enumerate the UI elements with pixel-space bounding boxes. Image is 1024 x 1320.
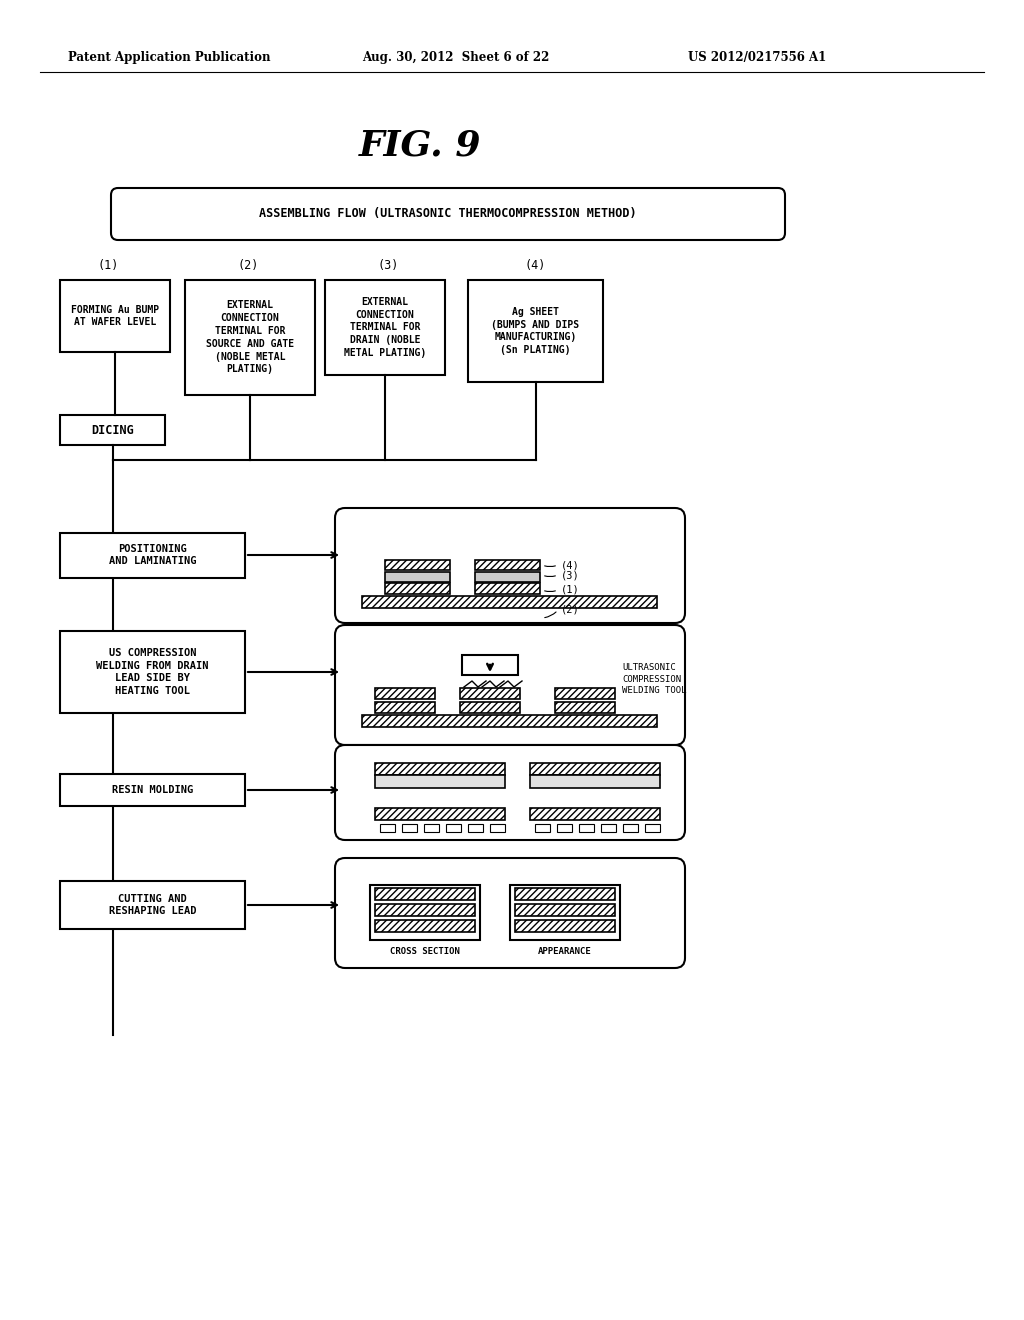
Bar <box>510 884 620 940</box>
Text: APPEARANCE: APPEARANCE <box>539 948 592 957</box>
Bar <box>601 824 616 832</box>
Bar <box>460 688 520 700</box>
Bar <box>530 775 660 788</box>
Bar <box>375 688 435 700</box>
FancyBboxPatch shape <box>335 744 685 840</box>
Text: CUTTING AND
RESHAPING LEAD: CUTTING AND RESHAPING LEAD <box>109 894 197 916</box>
Bar <box>385 572 450 582</box>
Bar <box>375 904 475 916</box>
Text: FIG. 9: FIG. 9 <box>358 128 481 162</box>
Text: ULTRASONIC
COMPRESSION
WELDING TOOL: ULTRASONIC COMPRESSION WELDING TOOL <box>622 664 686 694</box>
Bar <box>402 824 417 832</box>
Text: (2): (2) <box>561 605 580 615</box>
Bar <box>375 775 505 788</box>
Text: Patent Application Publication: Patent Application Publication <box>68 51 270 65</box>
Text: Ag SHEET
(BUMPS AND DIPS
MANUFACTURING)
(Sn PLATING): Ag SHEET (BUMPS AND DIPS MANUFACTURING) … <box>492 306 580 355</box>
Text: CROSS SECTION: CROSS SECTION <box>390 948 460 957</box>
Bar <box>375 888 475 900</box>
Text: US COMPRESSION
WELDING FROM DRAIN
LEAD SIDE BY
HEATING TOOL: US COMPRESSION WELDING FROM DRAIN LEAD S… <box>96 648 209 696</box>
Bar <box>623 824 638 832</box>
Bar <box>60 631 245 713</box>
Bar <box>60 880 245 929</box>
Bar <box>462 655 518 675</box>
Text: Aug. 30, 2012  Sheet 6 of 22: Aug. 30, 2012 Sheet 6 of 22 <box>362 51 549 65</box>
Text: US 2012/0217556 A1: US 2012/0217556 A1 <box>688 51 826 65</box>
Bar <box>475 560 540 570</box>
Text: (3): (3) <box>377 259 398 272</box>
Bar <box>579 824 594 832</box>
Bar <box>530 808 660 820</box>
Bar <box>375 808 505 820</box>
Text: (1): (1) <box>561 585 580 595</box>
Text: RESIN MOLDING: RESIN MOLDING <box>112 785 194 795</box>
Bar <box>515 888 615 900</box>
Bar <box>515 904 615 916</box>
Bar <box>490 824 505 832</box>
Bar <box>370 884 480 940</box>
Bar <box>424 824 439 832</box>
Bar <box>60 533 245 578</box>
Text: EXTERNAL
CONNECTION
TERMINAL FOR
DRAIN (NOBLE
METAL PLATING): EXTERNAL CONNECTION TERMINAL FOR DRAIN (… <box>344 297 426 358</box>
Bar <box>60 414 165 445</box>
Bar <box>375 920 475 932</box>
FancyBboxPatch shape <box>335 624 685 744</box>
Bar <box>468 824 483 832</box>
Text: EXTERNAL
CONNECTION
TERMINAL FOR
SOURCE AND GATE
(NOBLE METAL
PLATING): EXTERNAL CONNECTION TERMINAL FOR SOURCE … <box>206 301 294 375</box>
FancyBboxPatch shape <box>335 508 685 623</box>
Bar <box>375 702 435 713</box>
FancyBboxPatch shape <box>111 187 785 240</box>
Bar <box>446 824 461 832</box>
Bar <box>475 583 540 594</box>
Bar <box>185 280 315 395</box>
Bar <box>530 763 660 775</box>
Text: (4): (4) <box>524 259 546 272</box>
Bar <box>555 688 615 700</box>
Bar <box>60 774 245 807</box>
Bar <box>385 560 450 570</box>
Bar <box>557 824 572 832</box>
Bar <box>380 824 395 832</box>
Text: (2): (2) <box>238 259 259 272</box>
Text: (3): (3) <box>561 570 580 579</box>
Bar <box>362 715 657 727</box>
Bar <box>555 702 615 713</box>
Text: (1): (1) <box>97 259 119 272</box>
Bar <box>645 824 660 832</box>
Text: FORMING Au BUMP
AT WAFER LEVEL: FORMING Au BUMP AT WAFER LEVEL <box>71 305 159 327</box>
Bar <box>515 920 615 932</box>
Bar <box>362 597 657 609</box>
Bar <box>460 702 520 713</box>
Bar <box>375 763 505 775</box>
Bar <box>475 572 540 582</box>
Bar <box>385 583 450 594</box>
FancyBboxPatch shape <box>335 858 685 968</box>
Text: (4): (4) <box>561 560 580 570</box>
Text: ASSEMBLING FLOW (ULTRASONIC THERMOCOMPRESSION METHOD): ASSEMBLING FLOW (ULTRASONIC THERMOCOMPRE… <box>259 207 637 220</box>
Text: POSITIONING
AND LAMINATING: POSITIONING AND LAMINATING <box>109 544 197 566</box>
Bar <box>325 280 445 375</box>
Text: DICING: DICING <box>91 424 134 437</box>
Bar <box>468 280 603 381</box>
Bar <box>60 280 170 352</box>
Bar <box>535 824 550 832</box>
